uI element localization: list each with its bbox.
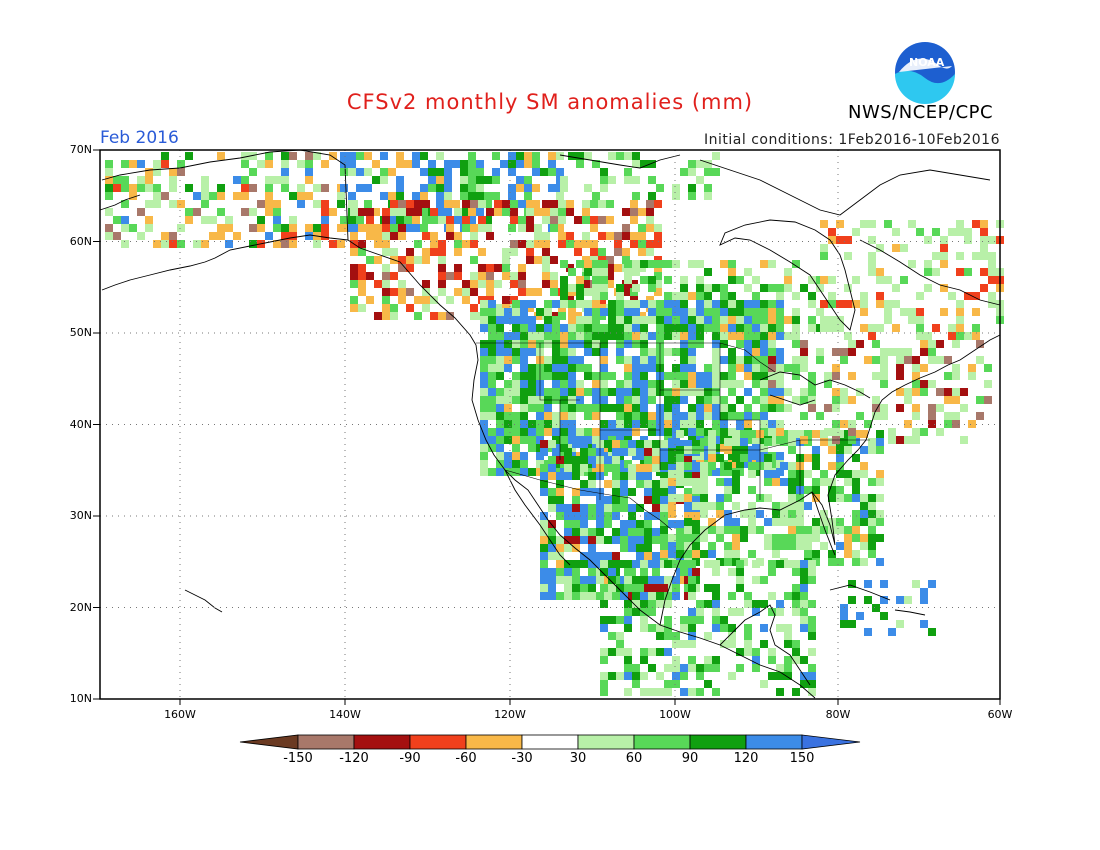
colorbar-tick-label: -60	[455, 751, 477, 766]
initial-conditions-label: Initial conditions: 1Feb2016-10Feb2016	[704, 132, 1000, 148]
chart-title: CFSv2 monthly SM anomalies (mm)	[346, 90, 754, 114]
latitude-label: 30N	[69, 509, 92, 522]
colorbar-tick-label: -120	[339, 751, 369, 766]
map-frame	[99, 149, 1001, 700]
colorbar-swatch	[409, 734, 467, 750]
latitude-label: 20N	[69, 600, 92, 614]
latitude-label: 50N	[69, 326, 92, 339]
noaa-logo	[895, 42, 955, 104]
agency-label: NWS/NCEP/CPC	[848, 102, 994, 123]
graticule	[100, 150, 1000, 699]
colorbar-swatch	[689, 734, 747, 750]
latitude-label: 60N	[69, 234, 92, 248]
colorbar-tick-label: 60	[625, 751, 643, 766]
axis-ticks	[93, 149, 1001, 705]
colorbar-swatch	[577, 734, 635, 750]
colorbar-swatch	[745, 734, 803, 750]
colorbar-tick-label: 120	[733, 751, 759, 766]
longitude-label: 140W	[329, 708, 361, 721]
anomaly-cells	[105, 152, 1004, 696]
colorbar-swatch	[465, 734, 523, 750]
longitude-label: 120W	[494, 708, 526, 721]
colorbar-tick-label: 90	[681, 751, 699, 766]
colorbar-arrow-left	[239, 734, 299, 750]
colorbar-tick-label: 150	[789, 751, 815, 766]
noaa-logo-text: NOAA	[909, 56, 945, 69]
latitude-label: 10N	[69, 692, 92, 705]
colorbar-swatch	[521, 734, 579, 750]
month-label: Feb 2016	[100, 128, 179, 148]
coastlines	[99, 149, 1001, 699]
colorbar-tick-label: -90	[399, 751, 421, 766]
colorbar-tick-label: 30	[569, 751, 587, 766]
longitude-label: 100W	[659, 708, 691, 721]
longitude-label: 80W	[825, 708, 851, 721]
latitude-label: 70N	[69, 143, 92, 156]
colorbar-arrow-right	[801, 734, 861, 750]
political-borders	[476, 342, 870, 531]
latitude-label: 40N	[69, 417, 92, 431]
colorbar-tick-label: -30	[511, 751, 533, 766]
longitude-label: 160W	[164, 708, 196, 721]
colorbar-swatch	[297, 734, 355, 750]
colorbar-tick-label: -150	[283, 751, 313, 766]
colorbar-swatch	[633, 734, 691, 750]
colorbar	[239, 734, 861, 750]
colorbar-swatch	[353, 734, 411, 750]
longitude-label: 60W	[987, 708, 1013, 721]
